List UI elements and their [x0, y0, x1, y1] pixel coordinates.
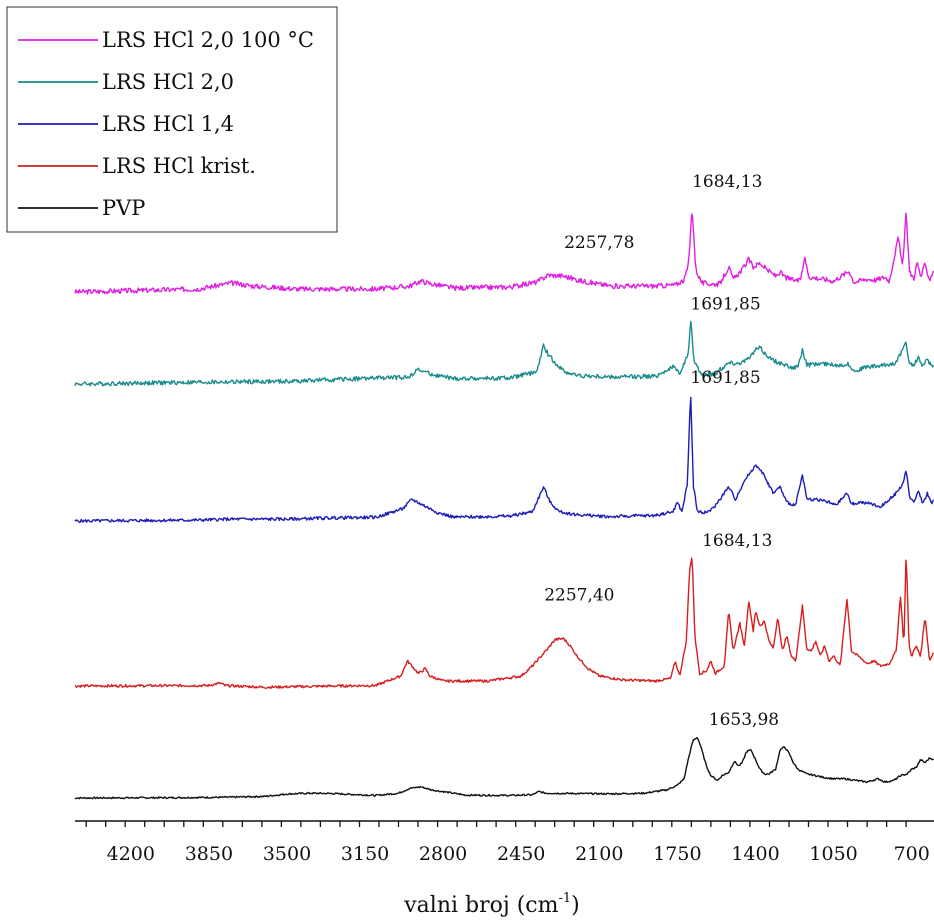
- x-tick-label: 2450: [497, 843, 545, 865]
- peak-label-3: 1691,85: [690, 294, 760, 314]
- peak-label-2: 2257,78: [564, 233, 634, 253]
- x-tick-label: 2100: [575, 843, 623, 865]
- peak-label-7: 1653,98: [709, 710, 779, 730]
- legend-label-5: PVP: [102, 196, 145, 220]
- x-axis: 4200 3850 3500 3150 2800 2450 2100 1750 1400 1050…: [75, 820, 934, 865]
- x-tick-label: 3850: [185, 843, 233, 865]
- peak-label-5: 1684,13: [702, 531, 772, 551]
- x-axis-title-superscript: -1: [558, 891, 571, 906]
- legend-label-1: LRS HCl 2,0 100 °C: [102, 28, 314, 52]
- x-tick-layer: 4200 3850 3500 3150 2800 2450 2100 1750 1400 1050…: [85, 821, 930, 865]
- x-axis-title-main: valni broj (cm: [403, 893, 558, 918]
- series-line-4: [74, 557, 934, 690]
- x-axis-title: valni broj (cm-1): [403, 891, 579, 918]
- series-line-3: [74, 396, 934, 524]
- x-tick-label: 700: [894, 843, 930, 865]
- legend-label-3: LRS HCl 1,4: [102, 112, 234, 136]
- x-tick-label: 2800: [419, 843, 467, 865]
- x-tick-label: 4200: [107, 843, 155, 865]
- x-tick-label: 1400: [731, 843, 779, 865]
- x-tick-label: 1750: [653, 843, 701, 865]
- peak-label-4: 1691,85: [690, 368, 760, 388]
- legend-box: [6, 6, 338, 233]
- peak-label-1: 1684,13: [692, 172, 762, 192]
- x-tick-label: 1050: [809, 843, 857, 865]
- legend: LRS HCl 2,0 100 °C LRS HCl 2,0 LRS HCl 1,4…: [6, 6, 338, 233]
- x-tick-label: 3500: [263, 843, 311, 865]
- series-layer: [74, 212, 934, 800]
- annotation-layer: 1684,13 2257,78 1691,85 1691,85 1684,13 2257,…: [544, 172, 779, 730]
- x-axis-title-close: ): [571, 893, 580, 918]
- series-line-2: [74, 320, 934, 387]
- legend-items: LRS HCl 2,0 100 °C LRS HCl 2,0 LRS HCl 1,4…: [18, 28, 314, 220]
- peak-label-6: 2257,40: [544, 586, 614, 606]
- x-tick-label: 3150: [341, 843, 389, 865]
- series-line-5: [74, 736, 934, 800]
- series-line-1: [74, 212, 934, 295]
- legend-label-4: LRS HCl krist.: [102, 154, 256, 178]
- legend-label-2: LRS HCl 2,0: [102, 70, 234, 94]
